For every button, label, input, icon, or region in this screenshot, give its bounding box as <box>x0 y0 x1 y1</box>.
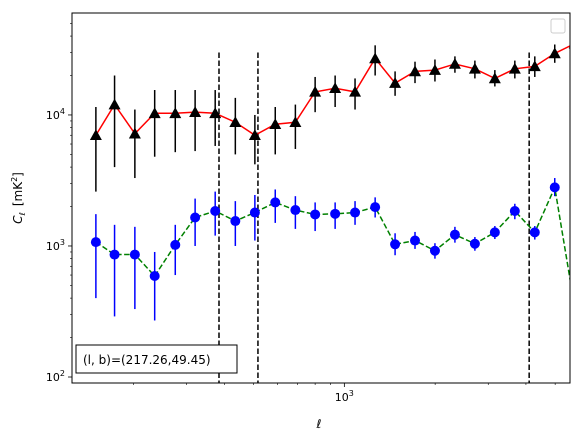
series-1-marker-12 <box>330 208 341 219</box>
series-1-marker-8 <box>249 207 260 218</box>
series-0-marker-4 <box>169 107 182 119</box>
series-1-marker-10 <box>290 205 301 216</box>
series-1-marker-14 <box>370 202 381 213</box>
series-1-marker-2 <box>129 249 140 260</box>
x-axis-label: ℓ <box>316 417 322 431</box>
y-axis-label-unit-sup: 2 <box>10 177 19 182</box>
series-0-marker-15 <box>389 77 402 88</box>
series-0-marker-20 <box>488 72 501 84</box>
annotation-text: (l, b)=(217.26,49.45) <box>83 353 211 367</box>
series-1-marker-11 <box>310 209 321 220</box>
annotation-box: (l, b)=(217.26,49.45) <box>75 344 238 374</box>
series-0-marker-14 <box>369 52 382 64</box>
series-0-marker-8 <box>248 129 261 141</box>
series-0-marker-18 <box>448 57 461 69</box>
series-0-marker-11 <box>309 85 322 97</box>
series-0-marker-13 <box>349 85 362 97</box>
legend-box <box>550 18 566 34</box>
x-tick-label-0: 103 <box>335 389 354 404</box>
y-tick-label-1: 103 <box>46 238 65 253</box>
series-0-marker-19 <box>468 62 481 74</box>
series-1-marker-3 <box>149 271 160 282</box>
series-1-marker-23 <box>549 182 560 193</box>
plot-frame <box>71 12 571 384</box>
series-1-marker-18 <box>449 229 460 240</box>
series-0-marker-10 <box>289 116 302 128</box>
series-0-marker-16 <box>409 65 422 77</box>
series-1-marker-4 <box>170 239 181 250</box>
y-axis-label-unit: [mK <box>11 181 25 206</box>
svg-text:Cℓ[mK2]: Cℓ [mK2] <box>10 172 27 224</box>
series-0-marker-17 <box>428 64 441 75</box>
series-0-marker-7 <box>229 116 242 128</box>
axis-ticks: 103 102 103 104 <box>46 23 556 404</box>
series-0-marker-9 <box>269 118 282 130</box>
series-1-marker-22 <box>529 227 540 238</box>
series-1-marker-9 <box>270 197 281 208</box>
series-1-marker-15 <box>390 239 401 250</box>
series-0-marker-0 <box>89 129 102 141</box>
series-1-marker-1 <box>109 249 120 260</box>
series-0-marker-21 <box>508 62 521 74</box>
annotation-frame <box>75 344 238 374</box>
y-axis-label-sub: ℓ <box>18 212 27 216</box>
plot-area <box>89 44 570 383</box>
series-1-marker-21 <box>509 205 520 216</box>
y-axis-label-unit-end: ] <box>11 172 25 177</box>
series-1-marker-5 <box>190 212 201 223</box>
series-0-marker-2 <box>128 127 141 139</box>
y-axis-label: Cℓ [mK2] <box>10 172 27 224</box>
series-1-marker-16 <box>410 235 421 246</box>
series-1-marker-6 <box>210 205 221 216</box>
series-0-marker-12 <box>329 82 342 94</box>
series-0-marker-23 <box>548 47 561 59</box>
y-tick-label-0: 102 <box>46 369 65 384</box>
series-1 <box>90 178 570 321</box>
series-0-marker-3 <box>148 107 161 119</box>
series-0-marker-5 <box>189 106 202 117</box>
series-0 <box>89 44 570 192</box>
series-1-marker-7 <box>230 216 241 227</box>
series-0-marker-1 <box>108 98 121 110</box>
series-0-marker-22 <box>528 60 541 72</box>
series-1-marker-17 <box>429 245 440 256</box>
y-axis-label-main: C <box>11 215 25 224</box>
series-1-marker-0 <box>90 237 101 248</box>
series-1-marker-19 <box>469 238 480 249</box>
series-1-marker-13 <box>350 207 361 218</box>
series-0-marker-6 <box>209 107 222 119</box>
y-tick-label-2: 104 <box>46 107 65 122</box>
series-1-marker-20 <box>489 227 500 238</box>
